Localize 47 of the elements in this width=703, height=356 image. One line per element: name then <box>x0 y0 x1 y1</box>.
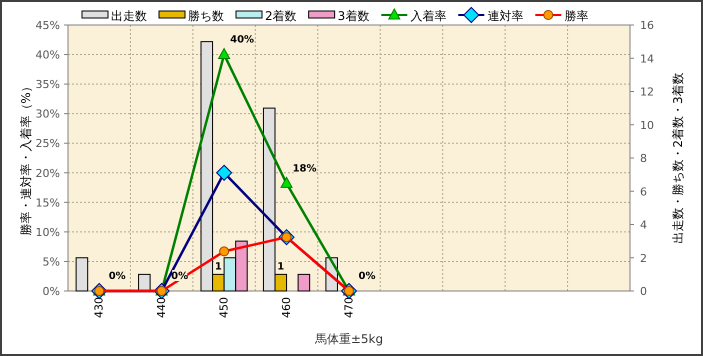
y-tick-label: 15% <box>36 196 60 210</box>
y2-tick-label: 14 <box>640 52 654 66</box>
x-tick-label: 460 <box>280 297 294 318</box>
y2-tick-label: 2 <box>640 252 647 265</box>
bar <box>76 257 88 292</box>
x-axis-title: 馬体重±5kg <box>314 332 384 346</box>
y-tick-label: 40% <box>36 48 60 62</box>
y2-axis-title: 出走数・勝ち数・2着数・3着数 <box>671 72 685 244</box>
x-tick-label: 450 <box>218 297 231 318</box>
data-label: 18% <box>292 163 317 174</box>
y-tick-label: 45% <box>36 19 60 32</box>
data-label: 0% <box>358 271 376 282</box>
data-label: 0% <box>171 271 188 282</box>
y-tick-label: 30% <box>36 108 60 121</box>
y2-tick-label: 12 <box>640 86 654 98</box>
x-tick-label: 470 <box>342 297 356 318</box>
point <box>218 48 230 60</box>
y2-tick-label: 4 <box>640 218 647 232</box>
y-tick-label: 0% <box>42 285 60 298</box>
data-label: 0% <box>108 271 126 282</box>
data-label: 1 <box>214 261 222 272</box>
legend-label: 3着数 <box>338 9 370 23</box>
y2-tick-label: 10 <box>640 118 654 132</box>
y-tick-label: 25% <box>36 137 60 150</box>
y2-tick-label: 6 <box>640 185 647 198</box>
y-tick-label: 10% <box>36 226 60 239</box>
y-tick-label: 35% <box>36 78 60 92</box>
legend-label: 入着率 <box>410 9 446 23</box>
y-axis-title: 勝率・連対率・入着率（%） <box>19 80 33 236</box>
point <box>216 164 232 181</box>
y-tick-label: 20% <box>36 166 60 180</box>
legend-label: 勝ち数 <box>188 9 224 23</box>
legend-label: 勝率 <box>564 9 588 23</box>
bar <box>298 274 310 292</box>
legend-label: 連対率 <box>487 9 524 23</box>
legend-label: 出走数 <box>111 9 147 23</box>
x-tick-label: 440 <box>155 297 168 318</box>
y2-tick-label: 16 <box>640 19 654 32</box>
y2-tick-label: 8 <box>640 152 647 165</box>
bar <box>138 274 151 292</box>
data-label: 40% <box>230 34 254 46</box>
legend-label: 2着数 <box>265 9 297 23</box>
x-tick-label: 430 <box>92 297 106 318</box>
data-label: 1 <box>277 261 284 272</box>
y-tick-label: 5% <box>42 255 60 268</box>
y2-tick-label: 0 <box>640 285 647 298</box>
point <box>280 176 293 188</box>
